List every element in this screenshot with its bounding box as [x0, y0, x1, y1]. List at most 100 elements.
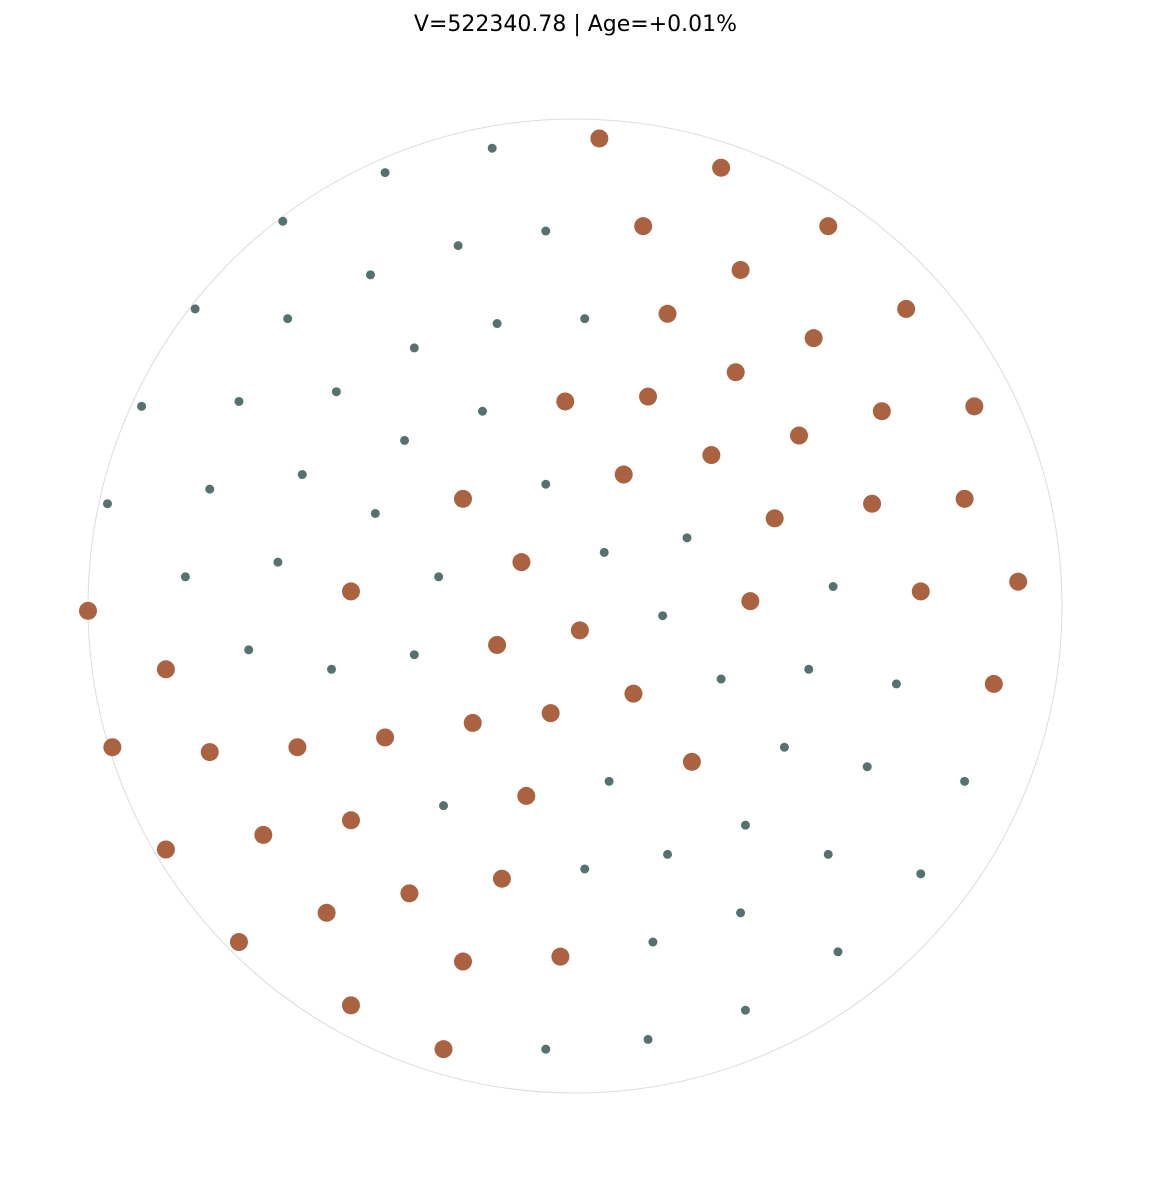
large-point-49: [434, 1040, 453, 1059]
small-point-8: [492, 319, 502, 329]
large-point-10: [639, 387, 658, 406]
large-point-21: [341, 582, 360, 601]
large-point-3: [819, 217, 838, 236]
small-point-6: [190, 304, 200, 314]
small-point-43: [916, 869, 926, 879]
large-point-27: [488, 635, 507, 654]
small-point-48: [643, 1034, 653, 1044]
small-point-30: [409, 650, 419, 660]
small-point-31: [716, 674, 726, 684]
small-point-7: [283, 314, 293, 324]
small-point-27: [658, 611, 668, 621]
large-point-43: [492, 869, 511, 888]
large-point-29: [984, 674, 1003, 693]
large-point-18: [863, 494, 882, 513]
small-point-23: [180, 572, 190, 582]
chart-title: V=522340.78 | Age=+0.01%: [413, 12, 738, 37]
large-point-46: [453, 952, 472, 971]
large-point-6: [658, 304, 677, 323]
large-point-26: [570, 621, 589, 640]
large-point-17: [765, 509, 784, 528]
large-point-48: [341, 996, 360, 1015]
large-point-35: [288, 738, 307, 757]
large-point-31: [541, 704, 560, 723]
small-point-41: [823, 849, 833, 859]
small-point-33: [891, 679, 901, 689]
small-point-17: [205, 484, 215, 494]
large-point-1: [712, 158, 731, 177]
large-point-37: [682, 752, 701, 771]
small-point-38: [439, 801, 449, 811]
small-point-25: [434, 572, 444, 582]
small-point-4: [453, 241, 463, 251]
small-point-32: [804, 664, 814, 674]
small-point-24: [273, 557, 283, 567]
large-point-5: [897, 299, 916, 318]
small-point-15: [400, 435, 410, 445]
small-point-26: [828, 582, 838, 592]
small-point-35: [862, 762, 872, 772]
large-point-25: [79, 601, 97, 620]
small-point-22: [599, 547, 609, 557]
large-point-2: [634, 217, 653, 236]
small-point-36: [960, 776, 970, 786]
large-point-41: [254, 825, 273, 844]
large-point-28: [156, 660, 175, 679]
small-point-18: [297, 470, 307, 480]
large-point-20: [512, 553, 531, 572]
large-point-40: [156, 840, 175, 859]
large-point-11: [872, 402, 891, 421]
large-point-45: [229, 933, 248, 952]
small-point-45: [648, 937, 658, 947]
small-point-1: [380, 168, 390, 178]
small-point-13: [331, 387, 341, 397]
small-point-39: [740, 820, 750, 830]
small-point-46: [833, 947, 843, 957]
small-point-37: [604, 776, 614, 786]
large-point-34: [200, 743, 219, 762]
small-point-11: [137, 401, 147, 411]
small-point-21: [682, 533, 692, 543]
large-point-24: [1009, 572, 1028, 591]
large-point-47: [551, 947, 570, 966]
small-point-29: [327, 664, 336, 674]
small-point-3: [541, 226, 551, 236]
large-point-36: [376, 728, 395, 747]
large-point-7: [804, 329, 823, 348]
large-point-22: [741, 592, 760, 611]
small-point-16: [102, 499, 112, 509]
large-point-16: [453, 489, 472, 508]
small-point-14: [477, 406, 487, 416]
small-point-0: [487, 143, 497, 153]
large-point-9: [556, 392, 575, 411]
small-point-5: [365, 270, 375, 280]
small-point-40: [663, 849, 673, 859]
small-point-49: [541, 1044, 551, 1054]
small-point-44: [736, 908, 746, 918]
small-point-42: [580, 864, 590, 874]
small-point-2: [278, 216, 288, 226]
large-point-38: [517, 786, 536, 805]
large-point-32: [463, 713, 482, 732]
points-layer: [79, 129, 1028, 1059]
large-point-4: [731, 260, 750, 279]
large-point-44: [317, 903, 336, 922]
large-point-15: [614, 465, 633, 484]
large-point-8: [726, 363, 745, 382]
small-point-28: [244, 645, 254, 655]
small-point-10: [409, 343, 419, 353]
large-point-19: [955, 489, 974, 508]
large-point-12: [965, 397, 984, 416]
large-point-33: [103, 738, 122, 757]
large-point-14: [702, 446, 721, 465]
large-point-42: [400, 884, 419, 903]
large-point-0: [590, 129, 609, 148]
small-point-20: [370, 508, 380, 518]
small-point-9: [580, 314, 590, 324]
large-point-30: [624, 684, 643, 703]
small-point-12: [234, 396, 244, 406]
large-point-13: [790, 426, 809, 445]
small-point-19: [541, 479, 551, 489]
large-point-39: [341, 811, 360, 830]
